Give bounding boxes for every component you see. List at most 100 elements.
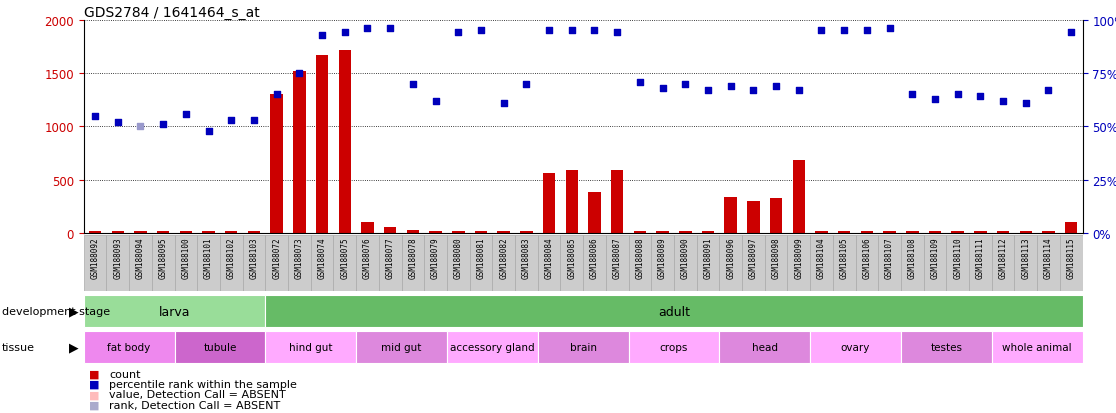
Point	[177, 111, 195, 118]
Bar	[860, 231, 873, 233]
Bar	[266, 235, 288, 291]
Text: GSM188081: GSM188081	[477, 237, 485, 279]
Bar	[112, 231, 124, 233]
Bar	[430, 231, 442, 233]
Bar	[901, 331, 992, 363]
Text: tubule: tubule	[203, 342, 237, 352]
Point	[246, 117, 263, 124]
Point	[903, 92, 921, 98]
Bar	[180, 231, 192, 233]
Bar	[724, 197, 737, 233]
Bar	[770, 198, 782, 233]
Text: GSM188099: GSM188099	[795, 237, 804, 279]
Bar	[242, 235, 266, 291]
Text: ■: ■	[89, 369, 99, 379]
Bar	[294, 72, 306, 233]
Text: GSM188078: GSM188078	[408, 237, 417, 279]
Point	[358, 26, 376, 33]
Text: GSM188082: GSM188082	[499, 237, 508, 279]
Point	[222, 117, 240, 124]
Bar	[720, 331, 810, 363]
Text: GSM188098: GSM188098	[771, 237, 780, 279]
Text: GSM188113: GSM188113	[1021, 237, 1030, 279]
Bar	[1020, 231, 1032, 233]
Bar	[310, 235, 334, 291]
Bar	[288, 235, 310, 291]
Bar	[610, 171, 624, 233]
Text: GSM188092: GSM188092	[90, 237, 99, 279]
Text: GSM188091: GSM188091	[703, 237, 712, 279]
Bar	[514, 235, 538, 291]
Text: GSM188075: GSM188075	[340, 237, 349, 279]
Point	[699, 88, 716, 94]
Text: value, Detection Call = ABSENT: value, Detection Call = ABSENT	[109, 389, 286, 399]
Bar	[424, 235, 446, 291]
Bar	[520, 231, 532, 233]
Bar	[446, 235, 470, 291]
Point	[154, 121, 172, 128]
Point	[314, 32, 331, 39]
Text: ▶: ▶	[68, 341, 78, 354]
Text: GSM188095: GSM188095	[158, 237, 167, 279]
Bar	[266, 331, 356, 363]
Bar	[929, 231, 941, 233]
Bar	[969, 235, 992, 291]
Bar	[588, 193, 600, 233]
Bar	[901, 235, 924, 291]
Bar	[248, 231, 260, 233]
Bar	[316, 56, 328, 233]
Text: GSM188079: GSM188079	[431, 237, 440, 279]
Point	[562, 28, 580, 35]
Text: GDS2784 / 1641464_s_at: GDS2784 / 1641464_s_at	[84, 6, 259, 20]
Text: GSM188084: GSM188084	[545, 237, 554, 279]
Text: GSM188110: GSM188110	[953, 237, 962, 279]
Bar	[815, 231, 828, 233]
Text: rank, Detection Call = ABSENT: rank, Detection Call = ABSENT	[109, 400, 280, 410]
Bar	[884, 231, 896, 233]
Text: whole animal: whole animal	[1002, 342, 1072, 352]
Text: hind gut: hind gut	[289, 342, 333, 352]
Bar	[583, 235, 606, 291]
Bar	[810, 331, 901, 363]
Point	[290, 71, 308, 77]
Text: GSM188096: GSM188096	[727, 237, 735, 279]
Bar	[470, 235, 492, 291]
Bar	[702, 231, 714, 233]
Bar	[720, 235, 742, 291]
Bar	[674, 235, 696, 291]
Bar	[906, 231, 918, 233]
Text: ▶: ▶	[68, 305, 78, 318]
Bar	[742, 235, 764, 291]
Text: crops: crops	[660, 342, 689, 352]
Text: GSM188087: GSM188087	[613, 237, 622, 279]
Text: ■: ■	[89, 379, 99, 389]
Bar	[833, 235, 856, 291]
Text: GSM188073: GSM188073	[295, 237, 304, 279]
Bar	[334, 235, 356, 291]
Bar	[220, 235, 242, 291]
Bar	[106, 235, 129, 291]
Text: GSM188100: GSM188100	[182, 237, 191, 279]
Bar	[838, 231, 850, 233]
Text: GSM188090: GSM188090	[681, 237, 690, 279]
Point	[132, 124, 150, 131]
Bar	[764, 235, 788, 291]
Text: GSM188104: GSM188104	[817, 237, 826, 279]
Bar	[84, 331, 174, 363]
Bar	[924, 235, 946, 291]
Bar	[1037, 235, 1060, 291]
Point	[858, 28, 876, 35]
Bar	[338, 50, 352, 233]
Text: brain: brain	[569, 342, 597, 352]
Bar	[362, 223, 374, 233]
Text: mid gut: mid gut	[382, 342, 422, 352]
Bar	[384, 228, 396, 233]
Bar	[174, 331, 266, 363]
Point	[676, 81, 694, 88]
Bar	[378, 235, 402, 291]
Bar	[402, 235, 424, 291]
Bar	[560, 235, 583, 291]
Point	[949, 92, 966, 98]
Point	[1017, 100, 1035, 107]
Text: GSM188105: GSM188105	[839, 237, 848, 279]
